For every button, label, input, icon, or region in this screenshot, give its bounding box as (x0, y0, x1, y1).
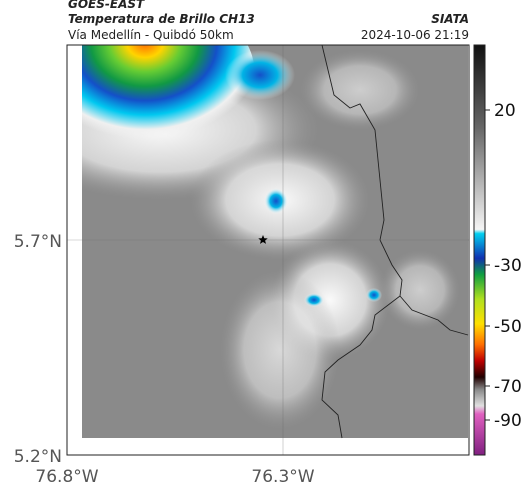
lat-label: 5.2°N (14, 447, 62, 467)
lat-label: 5.7°N (14, 232, 62, 252)
colorbar-ticks (485, 109, 490, 421)
location-marker (258, 235, 268, 244)
source: GOES-EAST (68, 0, 145, 11)
satellite-image (82, 45, 468, 438)
boundaries (321, 44, 469, 439)
title: Temperatura de Brillo CH13 (68, 12, 255, 26)
colorbar-label: -90 (494, 411, 522, 431)
colorbar-label: -50 (494, 317, 522, 337)
colorbar (473, 44, 486, 456)
colorbar-label: -70 (494, 377, 522, 397)
lon-label: 76.3°W (251, 467, 314, 487)
subtitle: Vía Medellín - Quibdó 50km (68, 28, 234, 42)
colorbar-label: -30 (494, 256, 522, 276)
map-frame (66, 44, 470, 456)
colorbar-label: 20 (494, 101, 516, 121)
lon-label: 76.8°W (35, 467, 98, 487)
brand: SIATA (431, 12, 469, 26)
timestamp: 2024-10-06 21:19 (361, 28, 469, 42)
grid-lines (67, 45, 469, 455)
